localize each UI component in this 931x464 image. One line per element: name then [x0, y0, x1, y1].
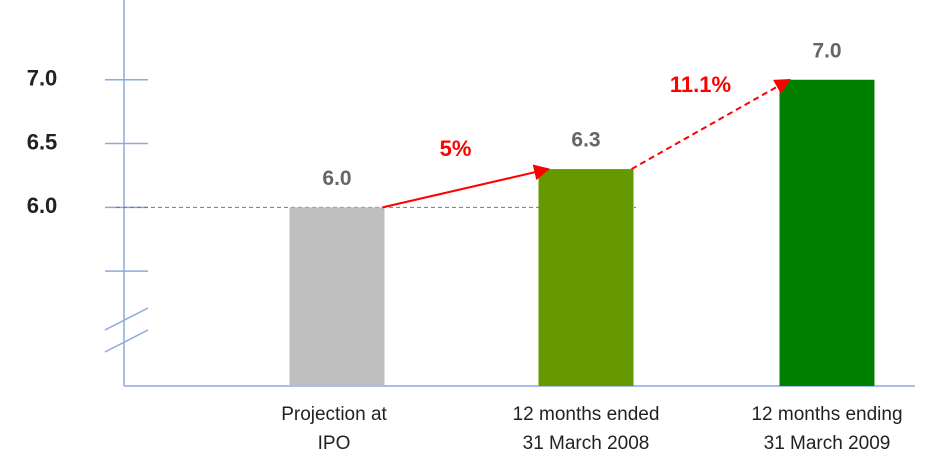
value-label: 6.3 [571, 129, 600, 152]
axis-break [104, 329, 149, 353]
growth-arrow [631, 78, 791, 170]
bar [538, 169, 634, 386]
value-label: 7.0 [812, 39, 841, 62]
bar [779, 79, 875, 386]
x-tick-label: 31 March 2009 [764, 433, 891, 454]
bar [289, 207, 385, 386]
growth-arrow [382, 164, 551, 209]
y-tick-label: 6.5 [27, 129, 58, 154]
x-tick-label: 12 months ended [513, 404, 660, 425]
y-tick-label: 6.0 [27, 193, 58, 218]
growth-label: 11.1% [670, 72, 731, 97]
growth-label: 5% [440, 136, 472, 161]
value-label: 6.0 [322, 167, 351, 190]
y-tick-label: 7.0 [27, 66, 58, 91]
x-tick-label: Projection at [281, 404, 387, 425]
x-tick-label: IPO [318, 433, 351, 454]
x-tick-label: 12 months ending [751, 404, 902, 425]
x-tick-label: 31 March 2008 [523, 433, 650, 454]
axis-break [104, 307, 149, 331]
